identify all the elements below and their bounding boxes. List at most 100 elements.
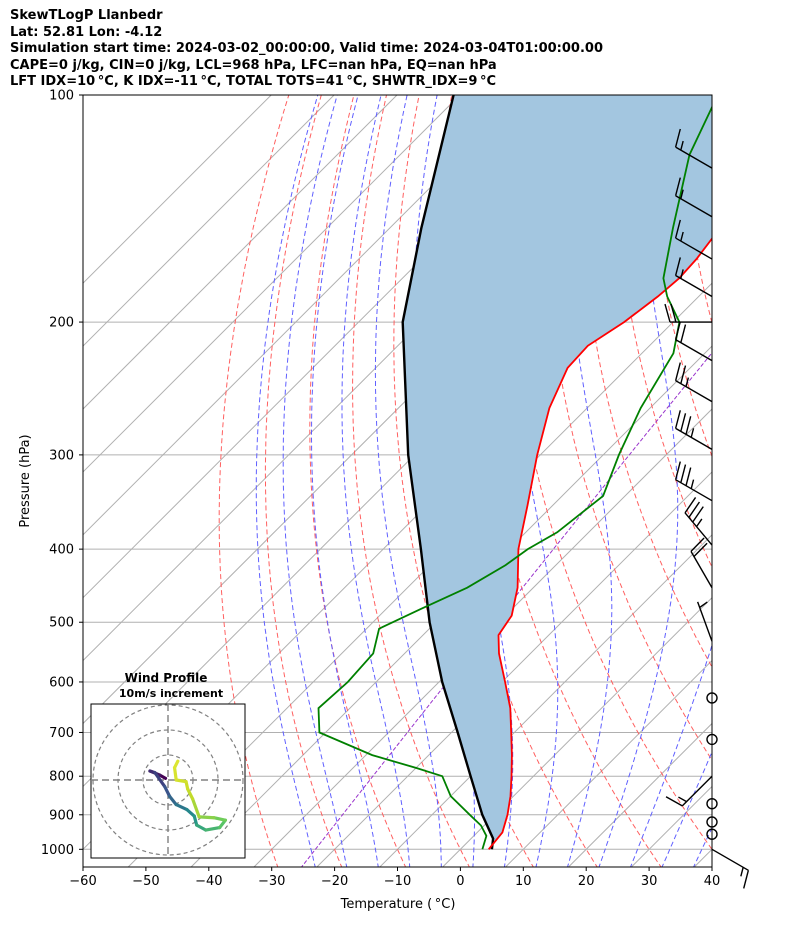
isotherm-line [316,471,712,867]
isotherm-line [83,95,398,410]
wind-barb-half-flag [685,377,690,387]
wind-barb-half-flag [740,867,744,877]
hodograph-segment [191,797,201,819]
wind-barb-flag [680,324,687,343]
x-tick-label: 10 [515,874,532,889]
wind-barb-flag [693,542,708,558]
hodograph-segment [174,802,189,812]
hodograph-segment [172,766,178,782]
isotherm-line [505,659,712,867]
location-line: Lat: 52.81 Lon: -4.12 [10,24,163,40]
wind-barb-flag [688,501,701,518]
y-tick-label: 300 [49,448,74,463]
wind-barb-half-flag [680,189,684,199]
wind-barb-staff [675,146,713,169]
time-line: Simulation start time: 2024-03-02_00:00:… [10,41,603,56]
wind-barb-flag [674,128,681,148]
isotherm-line [253,408,712,867]
wind-barb-flag [680,413,687,432]
wind-barb-staff [711,848,749,871]
dry-adiabat-line [744,78,794,868]
isotherm-line [442,596,712,867]
x-tick-label: 0 [456,874,464,889]
hodograph-segment [195,823,208,832]
wind-barb-flag [665,796,683,807]
moist-adiabat-line [311,95,379,867]
y-tick-label: 800 [49,770,74,785]
hodograph-segment [186,787,195,801]
hodograph-segment [172,759,180,770]
moist-adiabat-line [255,95,319,867]
x-tick-label: 20 [578,874,595,889]
x-tick-label: 40 [704,874,721,889]
wind-barb-flag [674,321,681,340]
wind-barb-staff [681,775,713,807]
hodograph-segment [163,784,172,799]
wind-barb-half-flag [699,601,708,609]
hodograph-segment [174,778,188,784]
axis-ticks: −60 −50 −40 −30 −20 −10 0 10 20 30 40 1000 900 800 700… [41,89,720,890]
wind-barb-staff [675,195,713,218]
y-tick-label: 100 [49,89,74,104]
wind-barb-flag [674,219,681,239]
wind-barb-flag [692,506,704,523]
y-axis-label: Pressure (hPa) [18,434,33,527]
indices-line: CAPE=0 j/kg, CIN=0 j/kg, LCL=968 hPa, LF… [10,57,497,73]
chart-title: SkewTLogP Llanbedr [10,8,163,23]
isotherm-line [568,722,712,867]
wind-barb-flag [680,464,687,483]
hodograph-title: Wind Profile [125,671,208,685]
y-tick-label: 900 [49,808,74,823]
hodograph-segment [197,815,216,820]
moist-adiabat-line [374,95,442,867]
y-tick-label: 1000 [41,843,74,858]
isotherm-line [83,95,461,473]
indices-line-2: LFT IDX=10 °C, K IDX=-11 °C, TOTAL TOTS=… [10,74,497,89]
isotherm-line [83,95,335,347]
y-tick-label: 700 [49,726,74,741]
x-tick-label: −60 [69,874,96,889]
wind-barb-staff [690,550,713,589]
x-axis-label: Temperature ( °C) [340,897,456,912]
dry-adiabat-line [309,95,407,867]
wind-barb-half-flag [690,479,695,489]
wind-barb-half-flag [695,518,703,528]
wind-barb-staff [696,601,713,642]
dry-adiabat-line [776,78,794,868]
wind-barb-flag [685,416,692,435]
hodograph-inset: Wind Profile 10m/s increment [90,671,246,859]
wind-barb-staff [675,427,713,450]
x-tick-label: −20 [321,874,348,889]
x-tick-label: −30 [258,874,285,889]
wind-barb-staff [675,339,713,362]
dry-adiabat-line [646,95,712,458]
temperature-line [488,237,712,850]
isotherm-line [83,95,272,284]
wind-barb-flag [674,410,681,429]
wind-barb-flag [674,177,681,196]
wind-barb-flag [674,257,681,276]
wind-barb-staff [684,512,713,546]
moist-adiabat-line [598,95,679,867]
hodograph-segment [204,825,222,832]
wind-barb-flag [674,362,681,381]
dry-adiabat-line [218,95,290,867]
hodograph-segment [168,794,178,807]
profiles [317,95,712,850]
x-tick-label: −40 [195,874,222,889]
wind-barb-half-flag [678,796,687,803]
wind-barb-half-flag [690,428,695,438]
moist-adiabat-line [341,95,411,867]
moist-adiabat-line [565,95,613,867]
moist-adiabat-line [282,95,348,867]
dry-adiabat-line [544,95,712,762]
wind-barb-half-flag [680,140,684,151]
wind-barb-flag [664,303,671,323]
dry-adiabat-line [352,95,470,867]
wind-barb-flag [684,497,697,514]
y-tick-label: 400 [49,543,74,558]
moist-adiabat-line [629,643,712,867]
wind-barb-flag [685,467,692,486]
isotherm-line [83,95,524,536]
